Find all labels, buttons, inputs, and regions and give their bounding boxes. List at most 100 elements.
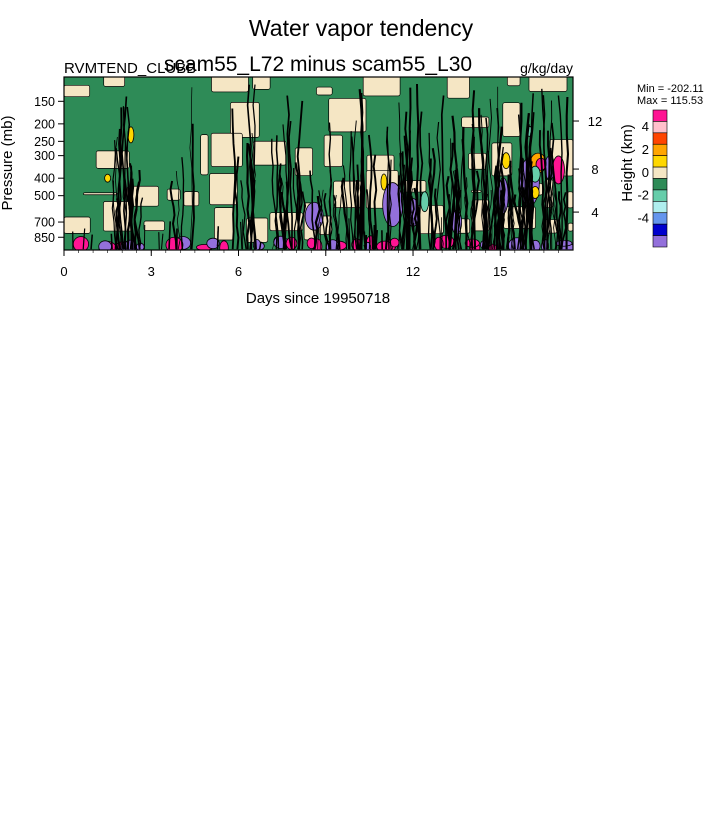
contour-line <box>441 232 443 250</box>
contour-line <box>348 131 354 250</box>
contour-line <box>240 221 243 250</box>
contour-line <box>451 168 461 250</box>
contour-line <box>546 196 553 250</box>
contour-line <box>397 175 404 250</box>
contour-region <box>64 84 91 98</box>
colorbar-box <box>652 212 668 225</box>
contour-line <box>389 159 392 250</box>
contour-line <box>488 189 492 250</box>
contour-line <box>299 191 307 250</box>
colorbar-box <box>652 109 668 122</box>
contour-line <box>522 158 528 250</box>
contour-region <box>506 77 521 87</box>
contour-line <box>496 108 500 250</box>
contour-line <box>115 198 120 250</box>
y-tick-label: 250 <box>34 135 55 149</box>
colorbar-box <box>652 235 668 248</box>
y-tick-label: 300 <box>34 149 55 163</box>
contour-region <box>502 102 521 137</box>
contour-line <box>429 148 436 250</box>
contour-line <box>216 226 220 250</box>
contour-region <box>200 134 209 176</box>
chart-subtitle: scam55_L72 minus scam55_L30 <box>164 53 472 76</box>
y-right-tick-label: 4 <box>591 205 598 220</box>
contour-region <box>95 150 130 169</box>
colorbar-label: -2 <box>637 188 649 203</box>
contour-line <box>82 228 86 250</box>
colorbar-label: -4 <box>637 210 649 225</box>
contour-line <box>271 138 280 250</box>
contour-line <box>551 122 561 250</box>
colorbar-box <box>652 223 668 236</box>
contour-region <box>446 77 470 99</box>
contour-line <box>538 130 546 250</box>
contour-line <box>384 232 388 250</box>
contour-line <box>234 156 240 250</box>
contour-line <box>565 96 570 250</box>
contour-line <box>372 154 378 250</box>
x-tick-label: 3 <box>148 264 155 279</box>
contour-line <box>409 216 411 250</box>
contour-line <box>249 163 256 250</box>
colorbar-box <box>652 178 668 191</box>
contour-line <box>557 95 563 250</box>
contour-line <box>560 192 567 250</box>
contour-region <box>209 173 238 206</box>
contour-line <box>274 135 279 250</box>
contour-line <box>90 234 94 250</box>
contour-line <box>509 160 516 250</box>
colorbar-box <box>652 201 668 214</box>
y-right-tick-label: 12 <box>588 114 602 129</box>
contour-line <box>364 231 366 250</box>
contour-line <box>168 221 172 250</box>
contour-line <box>110 233 113 250</box>
contour-line <box>282 124 289 250</box>
contour-line <box>445 194 452 250</box>
colorbar-box <box>652 121 668 134</box>
contour-line <box>175 170 181 250</box>
contour-line <box>527 112 535 250</box>
x-axis: 0 3 6 9 12 15 <box>60 250 559 279</box>
contour-line <box>482 175 488 250</box>
contour-line <box>258 241 262 250</box>
contour-line <box>477 108 488 250</box>
contour-line <box>190 123 195 250</box>
contour-line <box>471 136 475 250</box>
contour-line <box>385 126 391 250</box>
colorbar-box <box>652 166 668 179</box>
contour-line <box>396 245 399 250</box>
colorbar-label: 0 <box>642 165 649 180</box>
contour-line <box>454 185 463 250</box>
contour-line <box>133 181 140 250</box>
contour-line <box>549 165 554 250</box>
right-y-axis: 4 8 12 <box>573 114 602 220</box>
contour-line <box>440 95 448 250</box>
contour-region <box>323 134 343 168</box>
contour-line <box>121 96 128 250</box>
contour-line <box>541 88 548 250</box>
contour-line <box>436 121 441 250</box>
colorbar: 4 2 0 -2 -4 <box>637 109 668 248</box>
contour-line <box>332 195 338 250</box>
variable-label: RVMTEND_CLUBB <box>64 60 196 77</box>
contour-line <box>399 152 406 250</box>
x-tick-label: 15 <box>493 264 507 279</box>
contour-line <box>350 136 358 250</box>
contour-line <box>123 176 133 250</box>
contour-line <box>358 165 363 250</box>
contour-line <box>496 219 499 250</box>
contour-region <box>528 77 568 92</box>
contour-line <box>551 191 557 250</box>
contour-line <box>180 232 184 250</box>
contour-line <box>546 130 551 250</box>
x-tick-label: 0 <box>60 264 67 279</box>
contour-region <box>143 220 165 231</box>
contour-line <box>114 136 119 250</box>
contour-region <box>211 77 249 93</box>
x-tick-label: 9 <box>322 264 329 279</box>
contour-line <box>317 189 324 250</box>
y-axis-right-label: Height (km) <box>619 124 636 202</box>
contour-line <box>323 193 331 250</box>
contour-line <box>360 92 367 250</box>
